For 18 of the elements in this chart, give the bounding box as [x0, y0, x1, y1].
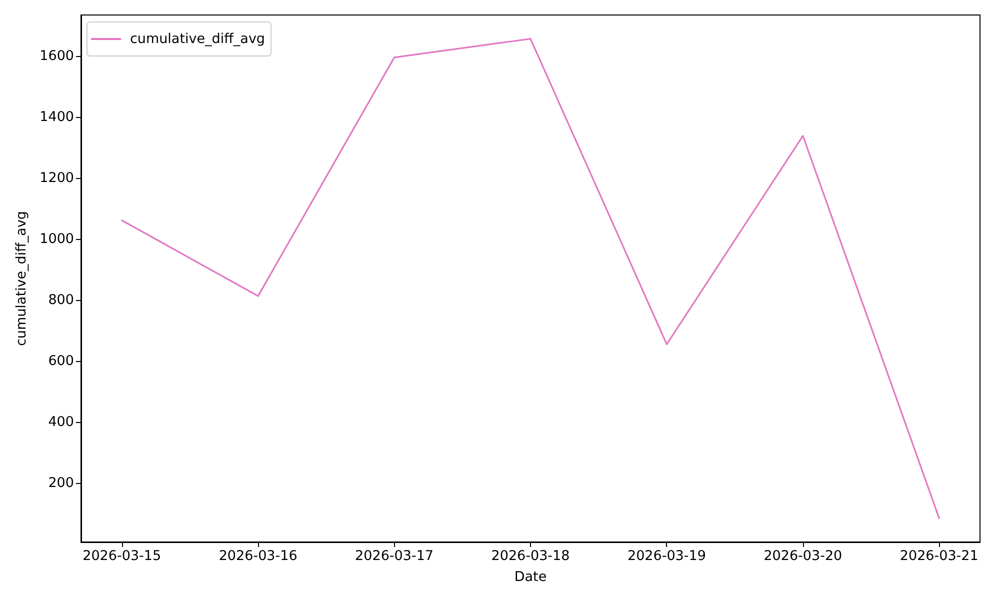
x-tick-label: 2026-03-21: [900, 548, 978, 564]
y-tick-label: 1200: [40, 170, 74, 186]
y-axis-title: cumulative_diff_avg: [14, 211, 30, 346]
x-tick-label: 2026-03-19: [627, 548, 706, 564]
y-tick-label: 400: [48, 414, 74, 430]
x-tick-label: 2026-03-18: [491, 548, 570, 564]
x-axis-title: Date: [514, 569, 547, 585]
x-tick-label: 2026-03-16: [218, 548, 298, 564]
x-tick-label: 2026-03-15: [82, 548, 162, 564]
y-tick-label: 200: [48, 475, 74, 492]
x-tick-label: 2026-03-17: [355, 548, 434, 564]
y-tick-label: 800: [48, 292, 74, 308]
legend-label: cumulative_diff_avg: [130, 31, 265, 47]
y-tick-label: 1000: [40, 230, 74, 247]
y-tick-label: 600: [48, 353, 74, 370]
x-tick-label: 2026-03-20: [764, 548, 842, 564]
y-tick-label: 1600: [40, 48, 74, 64]
y-tick-label: 1400: [40, 108, 74, 125]
